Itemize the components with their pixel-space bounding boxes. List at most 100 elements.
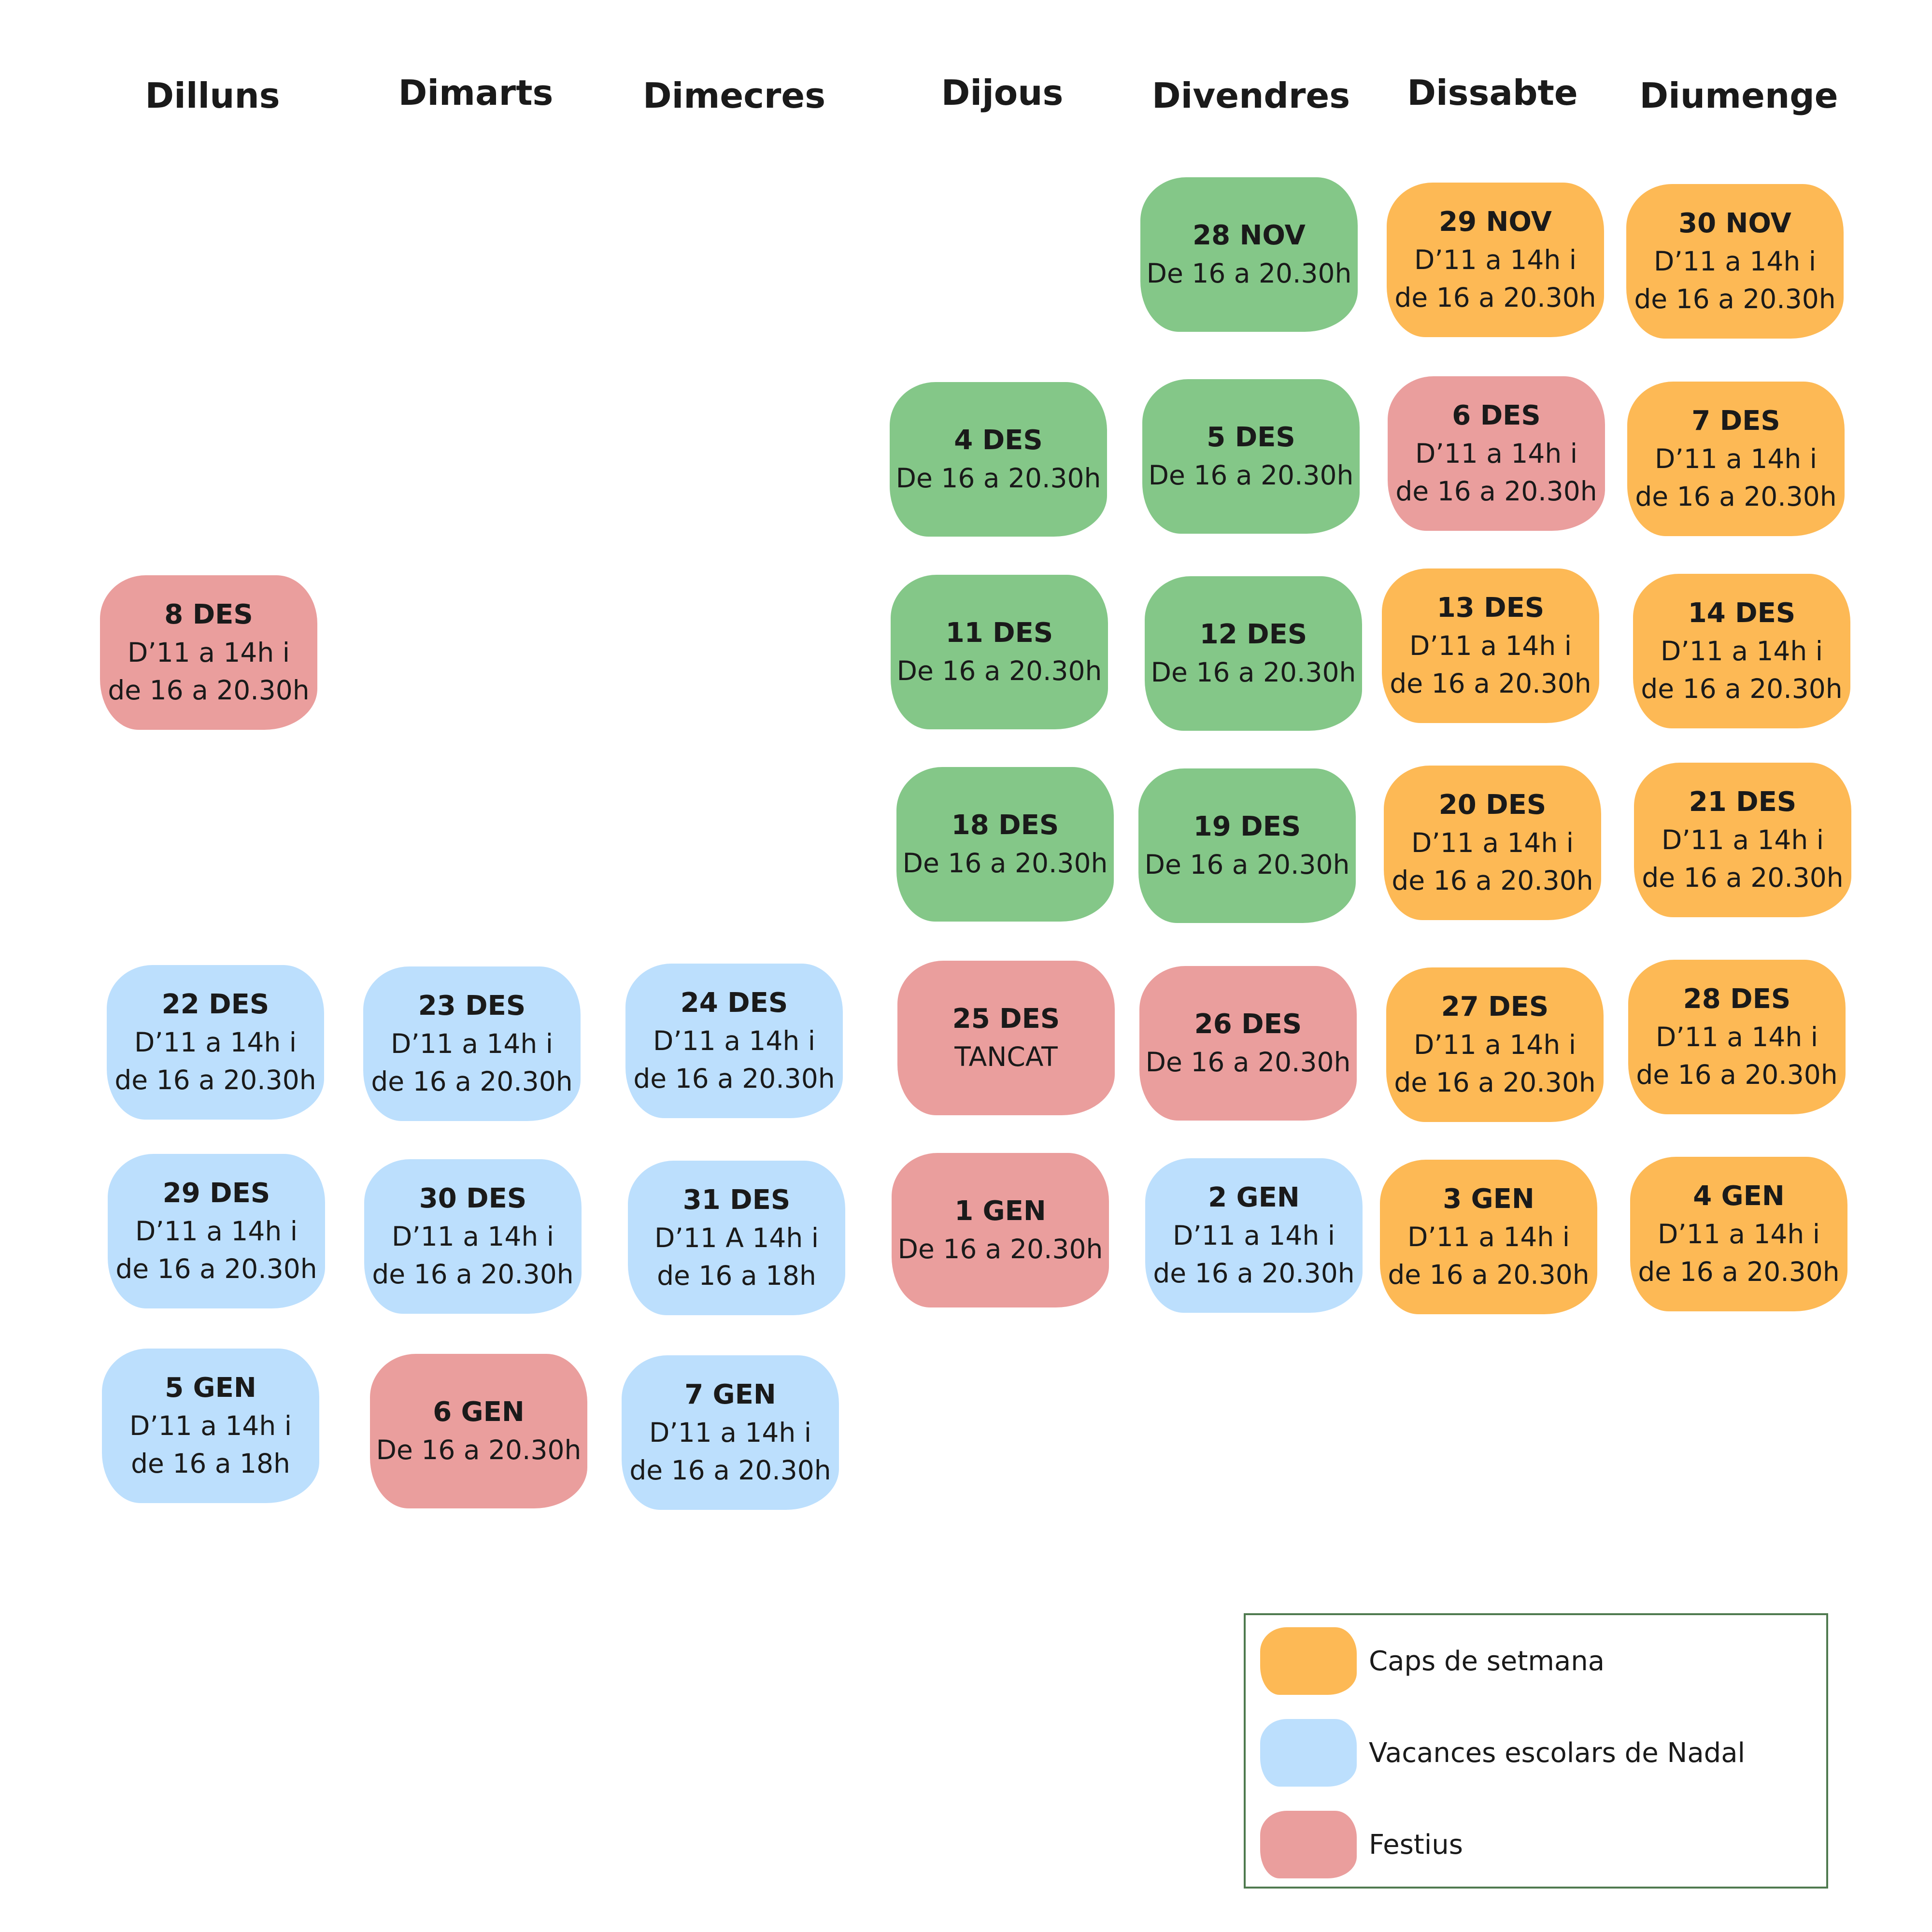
- cell-hours: de 16 a 20.30h: [1388, 1259, 1590, 1290]
- cell-date: 6 GEN: [433, 1396, 525, 1428]
- cell-date: 21 DES: [1689, 786, 1797, 818]
- weekday-header-dissabte: Dissabte: [1407, 72, 1578, 113]
- calendar-day-cell: 29 NOV D’11 a 14h i de 16 a 20.30h: [1387, 183, 1604, 337]
- cell-date: 13 DES: [1436, 592, 1545, 624]
- weekday-header-divendres: Divendres: [1151, 75, 1350, 116]
- cell-hours: De 16 a 20.30h: [897, 1234, 1103, 1264]
- cell-hours: de 16 a 20.30h: [1634, 284, 1836, 314]
- calendar-day-cell: 11 DES De 16 a 20.30h: [891, 575, 1108, 729]
- calendar-day-cell: 14 DES D’11 a 14h i de 16 a 20.30h: [1633, 574, 1850, 728]
- cell-hours: D’11 a 14h i: [1411, 827, 1574, 858]
- cell-date: 24 DES: [680, 987, 788, 1019]
- cell-hours: D’11 a 14h i: [1415, 438, 1578, 469]
- cell-hours: D’11 a 14h i: [653, 1025, 816, 1056]
- cell-date: 27 DES: [1441, 991, 1549, 1023]
- cell-date: 4 DES: [954, 425, 1043, 456]
- cell-hours: de 16 a 20.30h: [371, 1066, 573, 1097]
- calendar-day-cell: 1 GEN De 16 a 20.30h: [892, 1153, 1109, 1307]
- cell-date: 26 DES: [1194, 1009, 1302, 1040]
- calendar-day-cell: 28 DES D’11 a 14h i de 16 a 20.30h: [1628, 960, 1846, 1114]
- calendar-day-cell: 13 DES D’11 a 14h i de 16 a 20.30h: [1382, 568, 1599, 723]
- cell-date: 30 NOV: [1678, 208, 1791, 239]
- cell-hours: de 16 a 20.30h: [1641, 673, 1843, 704]
- calendar-day-cell: 30 NOV D’11 a 14h i de 16 a 20.30h: [1626, 184, 1844, 339]
- cell-hours: de 16 a 20.30h: [1394, 1067, 1596, 1098]
- legend-item-weekends: Caps de setmana: [1260, 1627, 1605, 1695]
- cell-hours: de 16 a 20.30h: [629, 1455, 831, 1486]
- calendar-day-cell: 24 DES D’11 a 14h i de 16 a 20.30h: [625, 964, 843, 1118]
- cell-hours: de 16 a 20.30h: [1395, 476, 1597, 507]
- cell-hours: de 16 a 18h: [657, 1260, 816, 1291]
- cell-date: 12 DES: [1199, 619, 1307, 650]
- cell-date: 4 GEN: [1693, 1180, 1785, 1212]
- calendar-day-cell: 3 GEN D’11 a 14h i de 16 a 20.30h: [1380, 1160, 1597, 1314]
- calendar-day-cell: 23 DES D’11 a 14h i de 16 a 20.30h: [363, 966, 581, 1121]
- cell-hours: D’11 a 14h i: [390, 1028, 554, 1059]
- cell-date: 18 DES: [951, 810, 1059, 841]
- calendar-day-cell: 5 GEN D’11 a 14h i de 16 a 18h: [102, 1349, 319, 1503]
- calendar-day-cell: 19 DES De 16 a 20.30h: [1138, 768, 1356, 923]
- legend: Caps de setmana Vacances escolars de Nad…: [1244, 1613, 1828, 1889]
- cell-date: 23 DES: [418, 990, 526, 1022]
- calendar-day-cell: 6 DES D’11 a 14h i de 16 a 20.30h: [1388, 376, 1605, 531]
- cell-date: 5 DES: [1207, 422, 1295, 453]
- cell-date: 2 GEN: [1208, 1182, 1300, 1213]
- cell-date: 8 DES: [164, 599, 253, 630]
- cell-hours: de 16 a 20.30h: [372, 1259, 574, 1290]
- calendar-day-cell: 20 DES D’11 a 14h i de 16 a 20.30h: [1384, 766, 1601, 920]
- cell-hours: De 16 a 20.30h: [896, 655, 1102, 686]
- cell-date: 6 DES: [1452, 400, 1541, 431]
- legend-label-school-holidays: Vacances escolars de Nadal: [1369, 1737, 1746, 1769]
- calendar-day-cell: 2 GEN D’11 a 14h i de 16 a 20.30h: [1145, 1158, 1363, 1313]
- cell-date: 14 DES: [1688, 597, 1796, 629]
- calendar-day-cell: 18 DES De 16 a 20.30h: [896, 767, 1114, 922]
- cell-hours: De 16 a 20.30h: [902, 848, 1108, 879]
- cell-hours: de 16 a 20.30h: [1635, 481, 1837, 512]
- cell-date: 29 DES: [162, 1178, 270, 1209]
- cell-hours: De 16 a 20.30h: [1148, 460, 1354, 491]
- calendar-day-cell: 21 DES D’11 a 14h i de 16 a 20.30h: [1634, 763, 1851, 917]
- cell-hours: De 16 a 20.30h: [1144, 849, 1350, 880]
- cell-hours: de 16 a 20.30h: [115, 1253, 317, 1284]
- cell-date: 30 DES: [419, 1183, 527, 1214]
- cell-hours: D’11 a 14h i: [649, 1417, 812, 1448]
- legend-swatch-public-holidays: [1260, 1811, 1357, 1878]
- legend-item-public-holidays: Festius: [1260, 1811, 1463, 1878]
- weekday-header-dilluns: Dilluns: [145, 75, 280, 116]
- cell-hours: de 16 a 20.30h: [1394, 282, 1596, 313]
- weekday-header-dimarts: Dimarts: [398, 72, 554, 113]
- cell-hours: De 16 a 20.30h: [376, 1435, 582, 1465]
- cell-hours: De 16 a 20.30h: [1151, 657, 1356, 688]
- weekday-header-dijous: Dijous: [941, 72, 1064, 113]
- calendar-day-cell: 28 NOV De 16 a 20.30h: [1140, 177, 1358, 332]
- cell-date: 5 GEN: [165, 1372, 256, 1404]
- cell-date: 11 DES: [945, 617, 1053, 649]
- cell-date: 22 DES: [161, 989, 270, 1020]
- cell-hours: de 16 a 20.30h: [1638, 1256, 1840, 1287]
- cell-hours: de 16 a 20.30h: [1636, 1059, 1838, 1090]
- cell-date: 28 DES: [1683, 983, 1791, 1015]
- cell-hours: D’11 a 14h i: [1172, 1220, 1335, 1251]
- cell-hours: De 16 a 20.30h: [1145, 1047, 1351, 1078]
- cell-date: 28 NOV: [1193, 220, 1306, 251]
- calendar-day-cell: 4 DES De 16 a 20.30h: [890, 382, 1107, 537]
- legend-swatch-weekends: [1260, 1627, 1357, 1695]
- cell-date: 29 NOV: [1439, 206, 1552, 238]
- calendar-day-cell: 27 DES D’11 a 14h i de 16 a 20.30h: [1386, 967, 1604, 1122]
- cell-date: 19 DES: [1193, 811, 1301, 842]
- cell-date: 20 DES: [1438, 789, 1547, 821]
- cell-date: 31 DES: [682, 1184, 791, 1216]
- cell-date: 25 DES: [952, 1003, 1060, 1035]
- calendar-day-cell: 7 GEN D’11 a 14h i de 16 a 20.30h: [622, 1355, 839, 1510]
- cell-hours: de 16 a 20.30h: [1153, 1258, 1355, 1289]
- cell-hours: de 16 a 20.30h: [1390, 668, 1591, 699]
- weekday-header-diumenge: Diumenge: [1639, 75, 1838, 116]
- legend-label-public-holidays: Festius: [1369, 1829, 1463, 1861]
- calendar-day-cell: 5 DES De 16 a 20.30h: [1142, 379, 1360, 534]
- calendar-day-cell: 25 DES TANCAT: [897, 961, 1115, 1115]
- cell-hours: D’11 a 14h i: [1409, 630, 1572, 661]
- cell-hours: D’11 a 14h i: [1660, 636, 1823, 667]
- cell-hours: D’11 a 14h i: [1655, 1022, 1818, 1052]
- calendar-day-cell: 31 DES D’11 A 14h i de 16 a 18h: [628, 1161, 845, 1315]
- calendar-day-cell: 22 DES D’11 a 14h i de 16 a 20.30h: [107, 965, 324, 1120]
